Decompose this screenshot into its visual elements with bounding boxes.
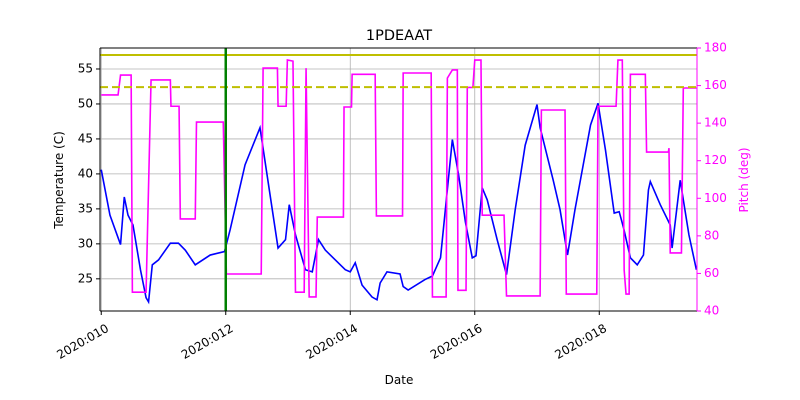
y2-axis-label: Pitch (deg) <box>737 147 751 212</box>
x-tick-label: 2020:018 <box>552 321 609 362</box>
x-tick-label: 2020:014 <box>303 321 360 362</box>
y2-tick-label: 140 <box>704 116 727 130</box>
y-tick-label: 55 <box>78 61 93 75</box>
y-tick-label: 30 <box>78 236 93 250</box>
x-tick-label: 2020:016 <box>428 321 485 362</box>
y-tick-label: 45 <box>78 131 93 145</box>
data-line <box>101 59 697 298</box>
y2-tick-label: 100 <box>704 191 727 205</box>
data-line <box>100 102 697 305</box>
x-tick-label: 2020:010 <box>54 321 111 362</box>
chart-title: 1PDEAAT <box>366 28 432 44</box>
y2-tick-label: 120 <box>704 153 727 167</box>
y-axis-label: Temperature (C) <box>52 131 66 230</box>
y2-tick-label: 180 <box>704 41 727 55</box>
y-tick-label: 35 <box>78 201 93 215</box>
plot-area <box>100 48 697 311</box>
x-tick-label: 2020:012 <box>179 321 236 362</box>
y2-tick-label: 160 <box>704 78 727 92</box>
y2-tick-label: 60 <box>704 266 719 280</box>
y-tick-label: 40 <box>78 166 93 180</box>
y2-tick-label: 80 <box>704 228 719 242</box>
y-tick-label: 25 <box>78 271 93 285</box>
y2-tick-label: 40 <box>704 304 719 318</box>
x-axis-label: Date <box>385 373 414 387</box>
y-tick-label: 50 <box>78 96 93 110</box>
